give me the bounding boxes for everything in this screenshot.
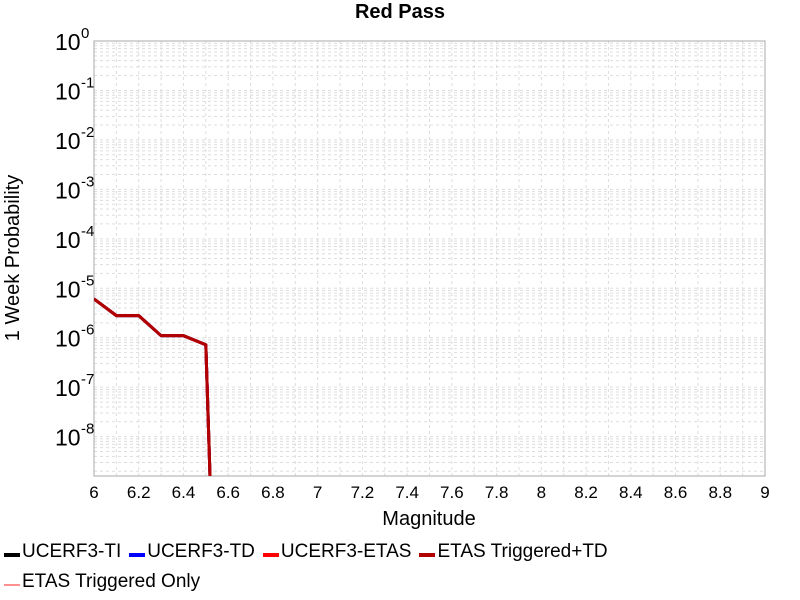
x-tick-label: 8.8	[708, 483, 732, 502]
y-tick-label: 10	[55, 177, 81, 203]
plot-area	[93, 40, 766, 477]
y-tick-exponent: -5	[81, 272, 94, 289]
x-tick-label: 7.2	[351, 483, 375, 502]
legend-label: UCERF3-ETAS	[280, 541, 412, 562]
legend-item-ucerf3-etas: UCERF3-ETAS	[262, 541, 412, 563]
x-tick-label: 9	[760, 483, 769, 502]
legend-label: ETAS Triggered+TD	[437, 541, 608, 562]
y-tick-exponent: -3	[81, 173, 94, 190]
y-tick-label: 10	[55, 78, 81, 104]
y-tick-exponent: -7	[81, 371, 94, 388]
x-tick-label: 8.6	[664, 483, 688, 502]
y-tick-exponent: -8	[81, 421, 94, 438]
legend-swatch	[262, 553, 279, 557]
x-tick-label: 6.4	[172, 483, 196, 502]
x-tick-label: 8.2	[574, 483, 598, 502]
chart-title: Red Pass	[355, 1, 445, 23]
x-tick-label: 6.8	[261, 483, 285, 502]
x-tick-labels: 6 6.2 6.4 6.6 6.8 7 7.2 7.4 7.6 7.8 8 8.2 8.4 8.6 8.8 9	[89, 483, 769, 502]
legend-label: ETAS Triggered Only	[22, 571, 201, 592]
legend-row: ETAS Triggered Only	[4, 568, 794, 596]
series-line	[94, 297, 212, 476]
legend-swatch	[4, 553, 20, 557]
series-lines	[94, 297, 212, 476]
legend-item-ucerf3-td: UCERF3-TD	[129, 541, 255, 563]
x-tick-label: 6	[89, 483, 98, 502]
legend-label: UCERF3-TI	[22, 541, 122, 562]
y-tick-label: 10	[55, 375, 81, 401]
y-tick-exponent: -4	[81, 223, 94, 240]
y-tick-label: 10	[55, 128, 81, 154]
legend-swatch	[4, 584, 20, 586]
x-tick-label: 7	[313, 483, 322, 502]
x-tick-label: 7.4	[395, 483, 419, 502]
x-tick-label: 6.6	[216, 483, 240, 502]
legend-swatch	[419, 553, 436, 557]
y-axis-label: 1 Week Probability	[2, 175, 24, 341]
x-tick-label: 7.8	[485, 483, 509, 502]
y-tick-exponent: 0	[81, 25, 89, 42]
y-tick-exponent: -1	[81, 74, 94, 91]
legend-item-etas-triggered-only: ETAS Triggered Only	[4, 571, 200, 593]
x-tick-label: 8.4	[619, 483, 643, 502]
x-tick-label: 8	[537, 483, 546, 502]
legend-label: UCERF3-TD	[147, 541, 255, 562]
x-tick-label: 7.6	[440, 483, 464, 502]
legend-swatch	[129, 553, 146, 557]
legend: UCERF3-TI UCERF3-TD UCERF3-ETAS ETAS Tri…	[4, 538, 794, 598]
y-tick-label: 10	[55, 326, 81, 352]
y-tick-exponent: -2	[81, 124, 94, 141]
legend-row: UCERF3-TI UCERF3-TD UCERF3-ETAS ETAS Tri…	[4, 538, 794, 566]
y-tick-label: 10	[55, 425, 81, 451]
y-tick-label: 10	[55, 276, 81, 302]
legend-item-ucerf3-ti: UCERF3-TI	[4, 541, 121, 563]
y-tick-label: 10	[55, 227, 81, 253]
x-tick-label: 6.2	[127, 483, 151, 502]
legend-item-etas-triggered-td: ETAS Triggered+TD	[419, 541, 608, 563]
y-tick-exponent: -6	[81, 322, 94, 339]
grid	[93, 40, 766, 476]
x-axis-label: Magnitude	[382, 508, 475, 530]
y-tick-label: 10	[55, 29, 81, 55]
